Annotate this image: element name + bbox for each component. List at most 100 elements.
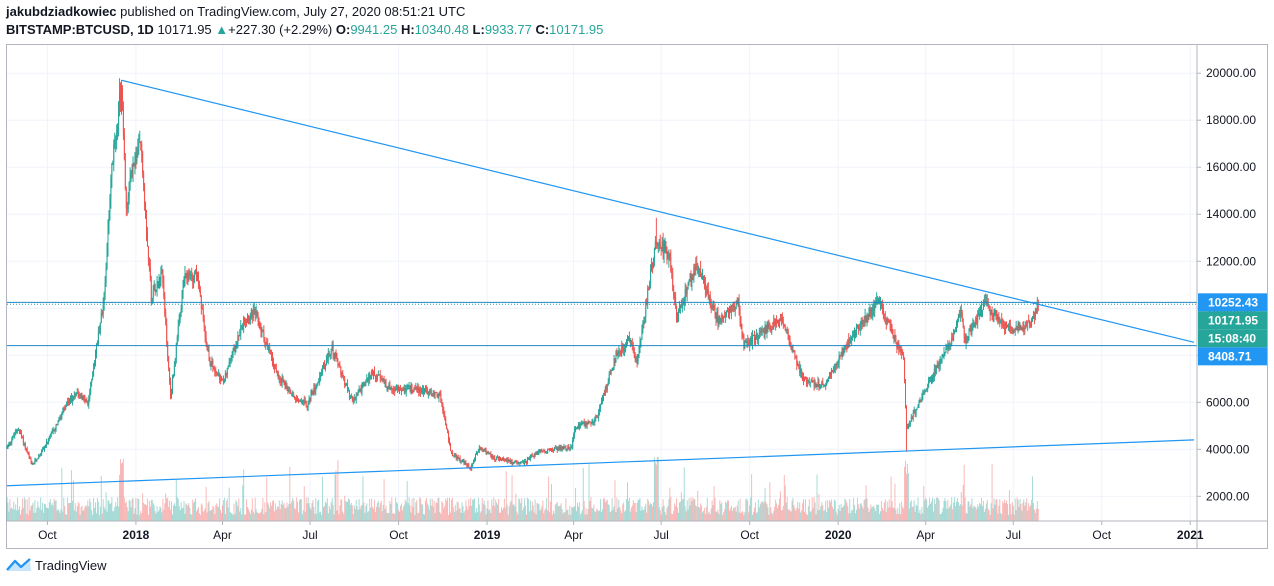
volume-bar	[678, 502, 680, 521]
volume-bar	[882, 510, 884, 521]
candle-body	[515, 461, 517, 463]
volume-bar	[620, 510, 622, 521]
volume-bar	[848, 513, 850, 521]
candle-body	[818, 381, 820, 388]
volume-bar	[299, 499, 301, 521]
volume-bar	[78, 503, 80, 521]
volume-bar	[637, 500, 639, 521]
volume-bar	[844, 498, 846, 521]
volume-bar	[737, 500, 739, 521]
candle-body	[226, 367, 228, 376]
volume-bar	[290, 503, 292, 521]
candle-body	[693, 266, 695, 278]
volume-bar	[962, 484, 964, 521]
volume-bar	[219, 498, 221, 521]
candle-body	[214, 369, 216, 372]
volume-bar	[944, 497, 946, 521]
volume-bar	[359, 509, 361, 521]
candle-body	[415, 387, 417, 390]
volume-bar	[243, 469, 245, 521]
volume-bar	[686, 500, 688, 521]
volume-bar	[683, 467, 685, 521]
candle-body	[568, 446, 570, 449]
volume-bar	[27, 514, 29, 521]
candle-body	[8, 442, 10, 445]
volume-bar	[985, 503, 987, 521]
candle-body	[944, 352, 946, 354]
candle-body	[343, 376, 345, 380]
volume-bar	[961, 505, 963, 521]
candle-body	[571, 446, 573, 448]
volume-bar	[976, 509, 978, 521]
volume-bar	[402, 506, 404, 521]
candle-body	[953, 331, 955, 341]
candle-body	[401, 390, 403, 392]
candle-body	[544, 450, 546, 453]
candle-body	[1021, 327, 1023, 331]
volume-bar	[159, 506, 161, 521]
volume-bar	[424, 500, 426, 521]
candle-body	[867, 315, 869, 318]
volume-bar	[229, 511, 231, 521]
candle-body	[618, 350, 620, 353]
volume-bar	[554, 504, 556, 521]
candle-body	[161, 269, 163, 272]
candle-body	[730, 305, 732, 313]
volume-bar	[625, 510, 627, 521]
candle-body	[687, 283, 689, 289]
volume-bar	[798, 508, 800, 521]
candle-body	[152, 290, 154, 299]
candle-body	[1027, 321, 1029, 325]
volume-bar	[233, 503, 235, 521]
candle-body	[793, 350, 795, 352]
volume-bar	[64, 505, 66, 521]
candle-body	[582, 422, 584, 424]
candle-body	[997, 316, 999, 321]
volume-bar	[1003, 503, 1005, 521]
candle-body	[211, 361, 213, 365]
candle-body	[475, 453, 477, 455]
candle-body	[728, 311, 730, 316]
candle-body	[912, 412, 914, 420]
tradingview-footer[interactable]: TradingView	[6, 558, 107, 575]
author-name[interactable]: jakubdziadkowiec	[6, 4, 117, 19]
volume-bar	[636, 502, 638, 521]
volume-bar	[755, 512, 757, 521]
volume-bar	[763, 501, 765, 521]
candle-body	[65, 405, 67, 409]
candle-body	[861, 320, 863, 325]
candle-body	[910, 417, 912, 422]
volume-bar	[212, 505, 214, 521]
candle-body	[599, 408, 601, 413]
volume-bar	[250, 509, 252, 521]
candle-body	[189, 275, 191, 277]
volume-bar	[716, 511, 718, 521]
candle-body	[500, 458, 502, 461]
candle-body	[206, 344, 208, 351]
volume-bar	[91, 510, 93, 521]
volume-bar	[406, 481, 408, 521]
candle-body	[812, 380, 814, 383]
volume-bar	[302, 510, 304, 521]
volume-bar	[266, 477, 268, 521]
volume-bar	[312, 500, 314, 521]
volume-bar	[308, 503, 310, 521]
candle-body	[454, 454, 456, 456]
candle-body	[720, 319, 722, 322]
volume-bar	[77, 502, 79, 521]
candle-body	[477, 450, 479, 452]
candle-body	[96, 343, 98, 346]
trend-line	[6, 439, 1195, 487]
volume-bar	[634, 502, 636, 521]
volume-bar	[592, 508, 594, 521]
candle-body	[692, 275, 694, 278]
candle-body	[191, 274, 193, 278]
candle-body	[351, 397, 353, 401]
candle-body	[495, 459, 497, 461]
candle-body	[727, 311, 729, 313]
candle-body	[886, 318, 888, 325]
candle-body	[483, 448, 485, 450]
drawn-lines[interactable]	[6, 79, 1197, 487]
volume-bar	[333, 514, 335, 521]
